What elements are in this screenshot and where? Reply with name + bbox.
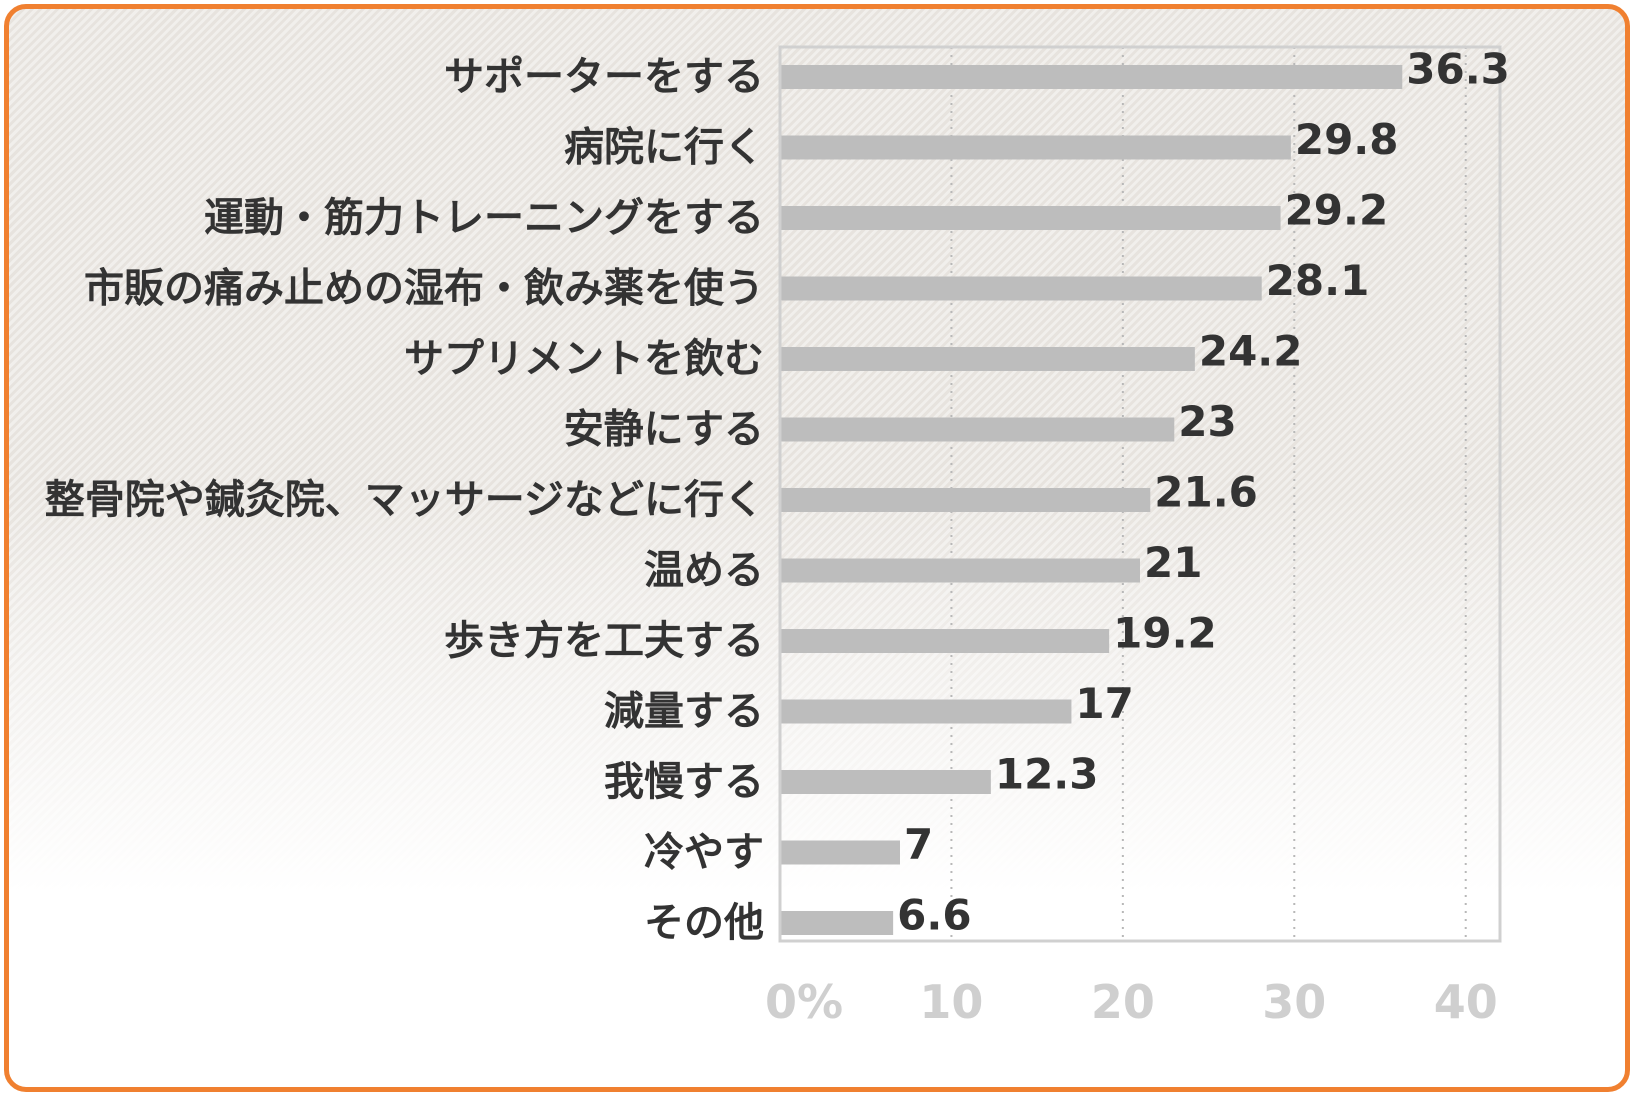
bar-chart: サポーターをする病院に行く運動・筋力トレーニングをする市販の痛み止めの湿布・飲み…	[45, 45, 1510, 1030]
value-labels: 36.329.8 29.2 28.1 24.2 23 21.6 21 19.2 17 12.3 7 6…	[897, 45, 1510, 940]
category-labels: サポーターをする病院に行く運動・筋力トレーニングをする市販の痛み止めの湿布・飲み…	[45, 54, 764, 946]
bar-11	[780, 770, 991, 794]
x-axis-tick-labels: 0% 10 20 30 40	[765, 975, 1498, 1029]
plot-area-border	[778, 45, 1502, 943]
bar-13	[780, 911, 894, 935]
value-label-4: 28.1	[1266, 256, 1370, 305]
value-label-6: 23	[1178, 397, 1236, 446]
category-label-8: 温める	[644, 548, 764, 594]
bar-4	[780, 276, 1262, 301]
bar-12	[780, 840, 900, 865]
bar-1	[780, 65, 1403, 89]
category-label-6: 安静にする	[564, 407, 764, 453]
category-label-7: 整骨院や鍼灸院、マッサージなどに行く	[45, 477, 764, 523]
bar-2	[780, 135, 1291, 160]
value-label-10: 17	[1075, 679, 1133, 728]
value-label-3: 29.2	[1285, 186, 1389, 235]
value-label-1: 36.3	[1406, 45, 1510, 94]
value-label-9: 19.2	[1113, 609, 1217, 658]
x-tick-label-30: 30	[1262, 975, 1326, 1029]
value-label-5: 24.2	[1199, 327, 1303, 376]
bar-8	[780, 558, 1140, 583]
category-label-12: 冷やす	[644, 830, 764, 876]
category-label-5: サプリメントを飲む	[404, 336, 764, 382]
category-label-1: サポーターをする	[444, 54, 764, 100]
x-tick-label-20: 20	[1091, 975, 1155, 1029]
bar-5	[780, 347, 1195, 371]
category-label-4: 市販の痛み止めの湿布・飲み薬を使う	[84, 266, 764, 312]
bar-10	[780, 699, 1072, 724]
bar-6	[780, 417, 1175, 442]
value-label-11: 12.3	[995, 750, 1099, 799]
value-label-12: 7	[904, 820, 933, 869]
x-tick-label-10: 10	[919, 975, 983, 1029]
value-label-13: 6.6	[897, 891, 971, 940]
bars	[780, 65, 1403, 935]
value-label-8: 21	[1144, 538, 1202, 587]
category-label-3: 運動・筋力トレーニングをする	[204, 195, 764, 241]
bar-7	[780, 488, 1151, 512]
x-tick-label-40: 40	[1434, 975, 1498, 1029]
bar-9	[780, 629, 1110, 653]
category-label-10: 減量する	[604, 689, 764, 735]
chart-frame: サポーターをする病院に行く運動・筋力トレーニングをする市販の痛み止めの湿布・飲み…	[4, 4, 1630, 1092]
category-label-11: 我慢する	[604, 759, 764, 805]
x-tick-label-0: 0%	[765, 975, 843, 1029]
bar-3	[780, 206, 1281, 230]
category-label-2: 病院に行く	[564, 125, 764, 171]
value-label-2: 29.8	[1295, 115, 1399, 164]
category-label-13: その他	[644, 900, 764, 946]
category-label-9: 歩き方を工夫する	[444, 618, 764, 664]
value-label-7: 21.6	[1154, 468, 1258, 517]
